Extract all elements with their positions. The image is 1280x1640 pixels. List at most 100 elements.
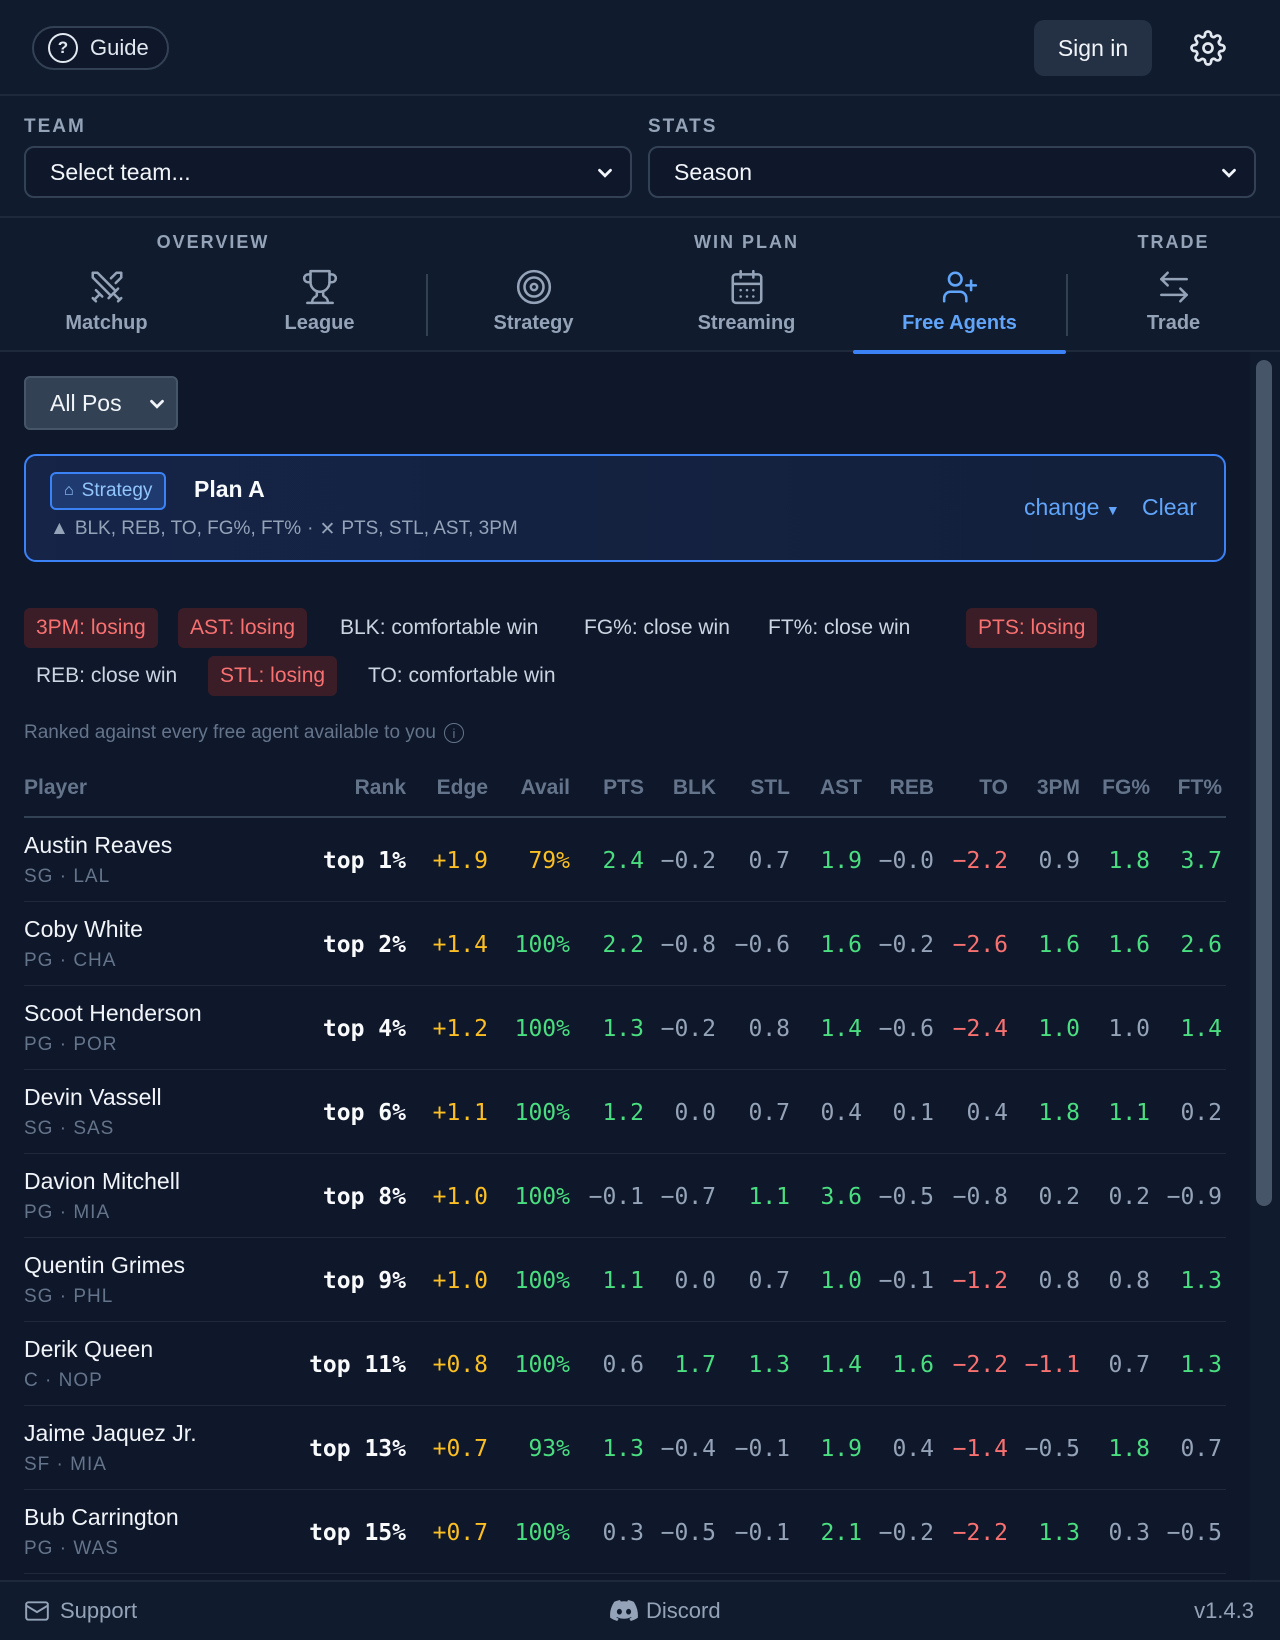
rank-value: top 9%: [322, 1268, 406, 1294]
stat-blk: −0.8: [660, 932, 716, 958]
stat-blk: −0.2: [660, 1016, 716, 1042]
scrollbar-thumb[interactable]: [1256, 360, 1272, 1206]
discord-label: Discord: [646, 1598, 721, 1623]
rank-value: top 13%: [309, 1436, 406, 1462]
tab-trade[interactable]: Trade: [1067, 268, 1280, 352]
home-icon: ⌂: [64, 482, 74, 499]
tab-trade-label: Trade: [1146, 312, 1201, 334]
stat-reb: 0.1: [892, 1100, 934, 1126]
column-header-rank[interactable]: Rank: [354, 776, 406, 799]
table-row[interactable]: Derik Queen C · NOP top 11% +0.8 100% 0.6 1.7 1…: [24, 1322, 1226, 1406]
stat-reb: −0.6: [878, 1016, 934, 1042]
table-row[interactable]: Quentin Grimes SG · PHL top 9% +1.0 100% 1.1 0…: [24, 1238, 1226, 1322]
stat-3pm: −1.1: [1024, 1352, 1080, 1378]
stat-blk: −0.2: [660, 848, 716, 874]
caret-down-icon: ▼: [1105, 502, 1120, 518]
edge-value: +1.2: [432, 1016, 488, 1042]
table-row[interactable]: Austin Reaves SG · LAL top 1% +1.9 79% 2.4 −0.…: [24, 818, 1226, 902]
chevron-down-icon: [1222, 168, 1236, 178]
gear-icon[interactable]: [1190, 30, 1226, 66]
stat-to: −2.2: [952, 848, 1008, 874]
tab-matchup[interactable]: Matchup: [0, 268, 213, 352]
category-chip: 3PM: losing: [24, 608, 158, 648]
change-plan-button[interactable]: change ▼: [1024, 494, 1120, 521]
target-icon: [516, 269, 551, 305]
position-filter-value: All Pos: [50, 389, 122, 416]
team-select[interactable]: Select team...: [24, 146, 632, 198]
stat-pts: 1.3: [602, 1016, 644, 1042]
column-header-blk[interactable]: BLK: [672, 776, 716, 799]
stats-select[interactable]: Season: [648, 146, 1256, 198]
rank-value: top 15%: [309, 1520, 406, 1546]
info-icon[interactable]: i: [443, 723, 464, 743]
column-header-ft-pct[interactable]: FT%: [1177, 776, 1222, 799]
stat-to: −2.2: [952, 1352, 1008, 1378]
stat-blk: 0.0: [674, 1268, 716, 1294]
player-position-team: SG · LAL: [24, 866, 111, 887]
player-name: Jaime Jaquez Jr.: [24, 1420, 197, 1446]
plan-separator: ·: [307, 518, 314, 539]
column-header-avail[interactable]: Avail: [520, 776, 570, 799]
column-header-3pm[interactable]: 3PM: [1036, 776, 1080, 799]
support-link[interactable]: Support: [24, 1598, 137, 1624]
strategy-badge: ⌂ Strategy: [50, 472, 167, 510]
tab-strategy-label: Strategy: [493, 312, 574, 334]
change-plan-label: change: [1024, 494, 1100, 520]
column-header-stl[interactable]: STL: [750, 776, 790, 799]
table-row[interactable]: Bub Carrington PG · WAS top 15% +0.7 100% 0.3…: [24, 1490, 1226, 1574]
stat-ast: 1.9: [820, 848, 862, 874]
stat-fg-pct: 0.8: [1108, 1268, 1150, 1294]
column-header-pts[interactable]: PTS: [603, 776, 644, 799]
player-name: Davion Mitchell: [24, 1168, 180, 1194]
table-row[interactable]: Devin Vassell SG · SAS top 6% +1.1 100% 1.2 0.…: [24, 1070, 1226, 1154]
column-header-fg-pct[interactable]: FG%: [1102, 776, 1150, 799]
tab-strategy[interactable]: Strategy: [427, 268, 640, 352]
stat-stl: 0.7: [748, 848, 790, 874]
player-name: Scoot Henderson: [24, 1000, 202, 1026]
availability-value: 79%: [528, 848, 570, 874]
stat-fg-pct: 0.3: [1108, 1520, 1150, 1546]
category-chip: BLK: comfortable win: [340, 616, 539, 639]
team-label: TEAM: [24, 116, 86, 137]
tab-streaming[interactable]: Streaming: [640, 268, 853, 352]
column-header-reb[interactable]: REB: [889, 776, 934, 799]
nav-group-win-plan: WIN PLAN: [694, 232, 799, 252]
plan-name: Plan A: [194, 476, 265, 502]
stat-blk: −0.5: [660, 1520, 716, 1546]
discord-link[interactable]: Discord: [610, 1598, 721, 1624]
stat-pts: 1.2: [602, 1100, 644, 1126]
column-header-ast[interactable]: AST: [820, 776, 862, 799]
clear-plan-button[interactable]: Clear: [1142, 494, 1197, 520]
stat-stl: −0.6: [734, 932, 790, 958]
plan-down-categories: PTS, STL, AST, 3PM: [341, 518, 518, 539]
stat-fg-pct: 1.8: [1108, 1436, 1150, 1462]
stat-to: −2.2: [952, 1520, 1008, 1546]
column-header-to[interactable]: TO: [979, 776, 1008, 799]
stat-reb: −0.0: [878, 848, 934, 874]
stat-reb: 1.6: [892, 1352, 934, 1378]
table-row[interactable]: Coby White PG · CHA top 2% +1.4 100% 2.2 −0.8−…: [24, 902, 1226, 986]
version-label: v1.4.3: [1194, 1598, 1254, 1623]
rank-value: top 4%: [322, 1016, 406, 1042]
sign-in-button[interactable]: Sign in: [1034, 20, 1152, 76]
table-row[interactable]: Jaime Jaquez Jr. SF · MIA top 13% +0.7 93% 1.…: [24, 1406, 1226, 1490]
stat-ast: 1.9: [820, 1436, 862, 1462]
rank-value: top 2%: [322, 932, 406, 958]
table-row[interactable]: Scoot Henderson PG · POR top 4% +1.2 100% 1.3…: [24, 986, 1226, 1070]
selectors-panel: TEAM Select team... STATS Season: [0, 96, 1280, 218]
position-filter-select[interactable]: All Pos: [24, 376, 178, 430]
table-row[interactable]: Davion Mitchell PG · MIA top 8% +1.0 100% −0.…: [24, 1154, 1226, 1238]
player-position-team: SG · PHL: [24, 1286, 114, 1307]
stat-ast: 1.6: [820, 932, 862, 958]
table-body: Austin Reaves SG · LAL top 1% +1.9 79% 2.4 −0.…: [24, 818, 1226, 1574]
column-header-edge[interactable]: Edge: [436, 776, 488, 799]
guide-button[interactable]: ? Guide: [32, 26, 169, 70]
stat-blk: −0.4: [660, 1436, 716, 1462]
strategy-plan-card: ⌂ Strategy Plan A ▲ BLK, REB, TO, FG%, F…: [24, 454, 1226, 562]
stat-blk: 0.0: [674, 1100, 716, 1126]
tab-free-agents[interactable]: Free Agents: [853, 268, 1066, 354]
tab-league[interactable]: League: [213, 268, 426, 352]
rank-value: top 1%: [322, 848, 406, 874]
support-label: Support: [60, 1598, 138, 1623]
column-header-player[interactable]: Player: [24, 776, 88, 799]
